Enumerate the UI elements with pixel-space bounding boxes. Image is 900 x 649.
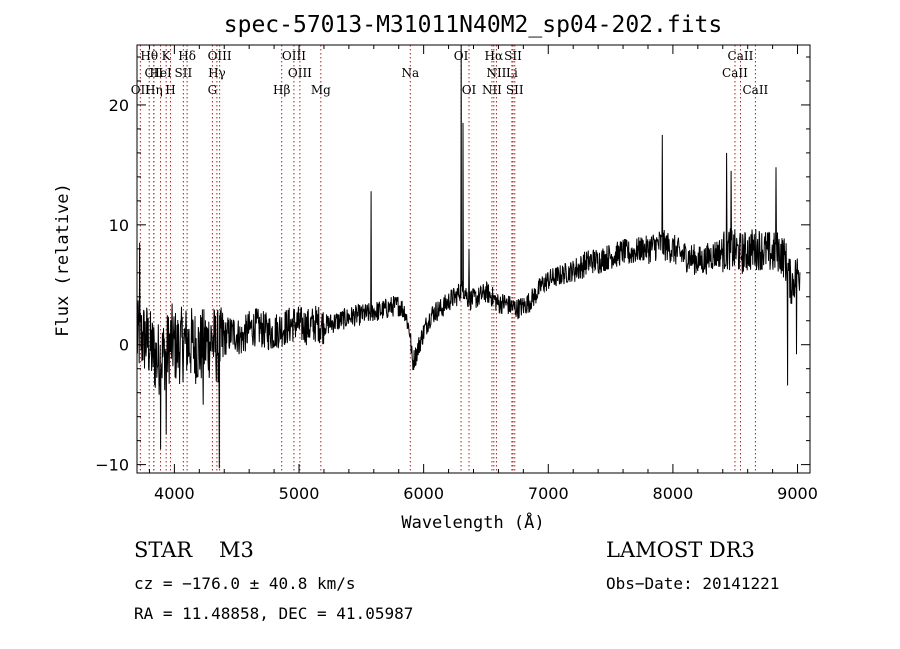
marker-label: NII (486, 66, 506, 80)
marker-label: Hβ (273, 83, 290, 97)
y-tick-label: 10 (109, 216, 129, 235)
observation-date: Obs−Date: 20141221 (606, 574, 780, 593)
survey-name: LAMOST DR3 (606, 538, 755, 562)
x-tick-label: 6000 (403, 484, 444, 503)
marker-label: SII (175, 66, 193, 80)
spectrum-layer (136, 44, 801, 469)
marker-label: OIII (288, 66, 312, 80)
marker-label: Mg (311, 83, 331, 97)
x-tick-label: 5000 (279, 484, 320, 503)
marker-label: K (162, 49, 172, 63)
marker-label: CII (144, 66, 163, 80)
marker-label: Hδ (178, 49, 196, 63)
spectrum-line (136, 44, 801, 469)
coordinates: RA = 11.48858, DEC = 41.05987 (134, 604, 414, 623)
y-axis-label: Flux (relative) (53, 183, 73, 337)
marker-label: Hη (145, 83, 163, 97)
marker-label: OI (454, 49, 469, 63)
line-marker-layer (139, 45, 756, 473)
marker-label: CaII (722, 66, 748, 80)
marker-label: G (208, 83, 218, 97)
x-tick-label: 8000 (653, 484, 694, 503)
object-subclass: M3 (218, 538, 254, 562)
chart-title: spec-57013-M31011N40M2_sp04-202.fits (224, 12, 723, 38)
y-tick-label: 0 (119, 336, 129, 355)
marker-label: SII (504, 49, 522, 63)
x-tick-label: 9000 (777, 484, 818, 503)
marker-label: Li (506, 66, 518, 80)
marker-label: OIII (282, 49, 306, 63)
marker-label: HeI (149, 66, 172, 80)
x-tick-label: 7000 (528, 484, 569, 503)
marker-label: SII (506, 83, 524, 97)
redshift-velocity: cz = −176.0 ± 40.8 km/s (134, 574, 356, 593)
x-axis-label: Wavelength (Å) (401, 511, 544, 533)
y-tick-label: 20 (109, 96, 129, 115)
footer-classification: STAR M3 (134, 538, 254, 562)
y-tick-label: −10 (95, 456, 129, 475)
marker-label: H (165, 83, 175, 97)
marker-label: CaII (728, 49, 754, 63)
marker-label: OIII (208, 49, 232, 63)
x-tick-label: 4000 (154, 484, 195, 503)
marker-label: OI (462, 83, 477, 97)
marker-label: Hα (485, 49, 504, 63)
marker-label: Na (401, 66, 419, 80)
marker-label: NII (482, 83, 502, 97)
object-class: STAR (134, 538, 193, 562)
marker-label: Hθ (140, 49, 158, 63)
marker-label: Hγ (208, 66, 226, 80)
marker-label: CaII (742, 83, 768, 97)
axis-ticks: 4000 5000 6000 7000 8000 9000 −10 0 10 20 (95, 45, 818, 503)
marker-label: OII (131, 83, 151, 97)
